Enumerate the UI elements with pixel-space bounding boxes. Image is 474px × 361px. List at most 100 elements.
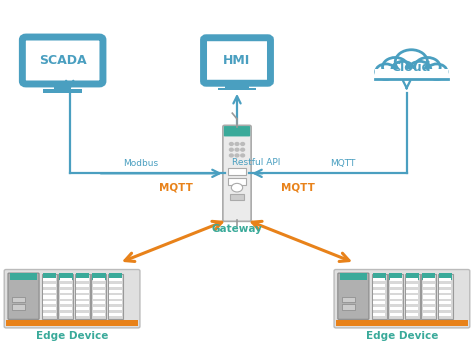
Circle shape — [229, 148, 233, 151]
Bar — [230, 194, 244, 200]
Bar — [406, 284, 419, 287]
Bar — [109, 290, 121, 293]
Bar — [43, 313, 55, 316]
FancyBboxPatch shape — [4, 270, 140, 328]
Bar — [406, 301, 419, 304]
FancyBboxPatch shape — [334, 270, 470, 328]
Bar — [93, 278, 105, 281]
Circle shape — [229, 143, 233, 145]
Bar — [423, 284, 435, 287]
Bar — [373, 290, 385, 293]
Bar — [109, 301, 121, 304]
Bar — [10, 274, 37, 280]
Bar — [76, 290, 89, 293]
Bar — [423, 301, 435, 304]
Bar — [109, 284, 121, 287]
Bar — [93, 313, 105, 316]
Bar — [76, 295, 89, 299]
Bar — [373, 301, 385, 304]
Bar — [93, 295, 105, 299]
Text: Modbus: Modbus — [123, 159, 158, 168]
Bar — [342, 297, 355, 302]
Bar — [58, 274, 73, 319]
Bar — [421, 274, 437, 319]
Bar — [373, 284, 385, 287]
Circle shape — [231, 183, 243, 192]
Circle shape — [241, 148, 245, 151]
Bar — [422, 274, 436, 280]
Text: Restful API: Restful API — [232, 158, 280, 167]
Bar — [93, 284, 105, 287]
Bar — [390, 301, 402, 304]
Bar — [373, 307, 385, 310]
Bar — [439, 284, 451, 287]
Bar — [336, 320, 468, 326]
FancyBboxPatch shape — [224, 126, 250, 136]
Bar — [59, 274, 73, 280]
Bar — [439, 307, 451, 310]
Bar — [390, 313, 402, 316]
Bar — [12, 297, 25, 302]
Bar — [372, 274, 387, 319]
Circle shape — [409, 61, 431, 78]
Text: MQTT: MQTT — [282, 183, 315, 193]
Bar — [43, 295, 55, 299]
Bar — [373, 295, 385, 299]
Bar — [228, 168, 246, 175]
Bar — [423, 313, 435, 316]
Bar — [373, 313, 385, 316]
Bar — [76, 313, 89, 316]
Bar — [109, 278, 121, 281]
Bar — [373, 274, 386, 280]
Bar — [390, 290, 402, 293]
Bar — [12, 304, 25, 310]
Bar — [60, 290, 72, 293]
Bar — [375, 69, 448, 79]
Circle shape — [229, 154, 233, 157]
Bar — [405, 274, 420, 319]
Bar — [54, 81, 71, 89]
Bar — [75, 274, 90, 319]
Circle shape — [427, 64, 447, 79]
Bar — [406, 274, 419, 280]
Bar — [60, 278, 72, 281]
Bar — [438, 274, 453, 319]
Bar — [439, 313, 451, 316]
Bar — [108, 274, 123, 319]
Bar — [42, 274, 57, 319]
Bar — [109, 313, 121, 316]
Bar — [43, 274, 56, 280]
Circle shape — [383, 57, 408, 77]
Bar — [406, 290, 419, 293]
Circle shape — [235, 154, 239, 157]
Text: SCADA: SCADA — [39, 54, 86, 67]
FancyBboxPatch shape — [338, 273, 369, 319]
Bar — [60, 307, 72, 310]
Bar — [93, 301, 105, 304]
Bar — [93, 307, 105, 310]
Bar — [43, 301, 55, 304]
FancyBboxPatch shape — [203, 38, 271, 83]
Circle shape — [392, 61, 414, 78]
FancyBboxPatch shape — [8, 273, 39, 319]
Bar — [423, 278, 435, 281]
Bar — [109, 274, 122, 280]
Circle shape — [241, 143, 245, 145]
Text: Gateway: Gateway — [211, 224, 263, 234]
Bar — [92, 274, 106, 280]
Bar — [438, 274, 452, 280]
Text: Edge Device: Edge Device — [36, 331, 108, 342]
Bar — [406, 278, 419, 281]
Bar — [6, 320, 138, 326]
Bar — [109, 307, 121, 310]
Bar — [390, 278, 402, 281]
Bar — [76, 307, 89, 310]
Bar — [225, 81, 249, 87]
Bar — [389, 274, 402, 280]
Bar — [342, 304, 355, 310]
Bar — [423, 307, 435, 310]
Bar — [60, 295, 72, 299]
Circle shape — [415, 57, 440, 77]
Bar — [76, 274, 89, 280]
Bar — [423, 295, 435, 299]
